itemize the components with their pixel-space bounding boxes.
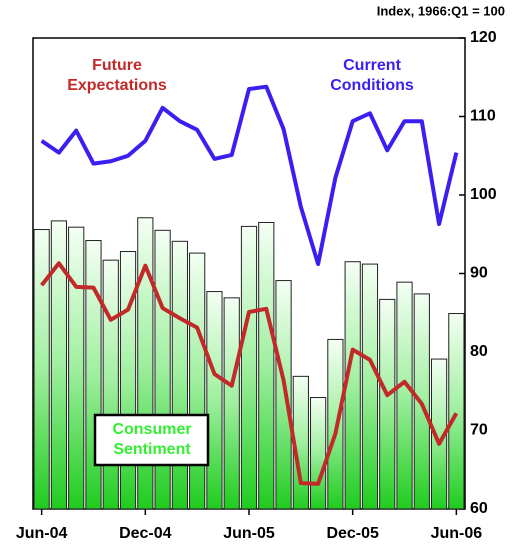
bar <box>102 259 119 510</box>
line <box>40 261 459 486</box>
y-tick-label: 80 <box>470 343 488 360</box>
y-tick-label: 70 <box>470 422 488 439</box>
axis-label: Index, 1966:Q1 = 100 <box>377 3 505 18</box>
y-tick-label: 60 <box>470 500 488 517</box>
x-tick-label: Jun-04 <box>16 525 68 542</box>
y-tick-label: 120 <box>470 29 497 46</box>
bar <box>206 291 223 510</box>
x-tick-label: Jun-05 <box>223 525 275 542</box>
y-tick-label: 110 <box>470 108 496 125</box>
x-tick-label: Dec-05 <box>326 525 379 542</box>
y-tick-label: 90 <box>470 265 488 282</box>
bar <box>361 263 379 510</box>
bar <box>33 229 50 510</box>
bar <box>85 240 102 510</box>
bar <box>310 397 327 510</box>
bar <box>50 220 68 510</box>
line <box>40 84 459 267</box>
bar <box>240 225 258 510</box>
legend-label: Current Conditions <box>330 57 414 94</box>
bar <box>258 221 275 510</box>
bar <box>171 240 188 510</box>
bar <box>448 313 465 510</box>
bar <box>119 251 137 510</box>
bar <box>223 297 240 510</box>
bar <box>396 281 413 510</box>
bar <box>68 226 85 510</box>
legend-label: Future Expectations <box>67 57 167 94</box>
bar <box>154 229 171 510</box>
y-tick-label: 100 <box>470 186 497 203</box>
legend-label: Consumer Sentiment <box>112 421 191 458</box>
bar <box>275 280 292 510</box>
x-tick-label: Dec-04 <box>119 525 172 542</box>
legend-box <box>93 413 210 467</box>
x-tick-label: Jun-06 <box>431 525 483 542</box>
bar <box>379 298 396 510</box>
bar <box>189 252 206 510</box>
